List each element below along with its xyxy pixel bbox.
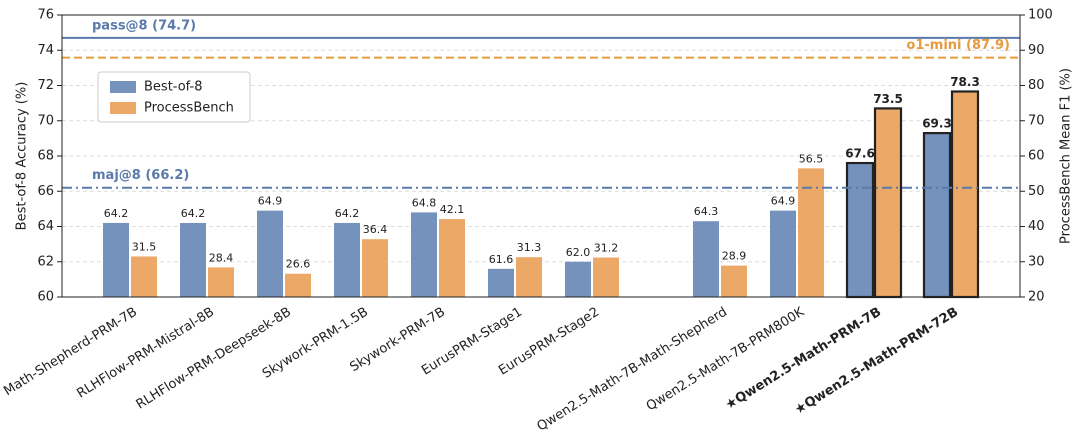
value-label: 62.0: [566, 246, 591, 259]
value-label: 64.9: [771, 195, 796, 208]
value-label: 64.3: [694, 205, 719, 218]
value-label: 31.3: [517, 241, 542, 254]
value-label: 28.4: [209, 251, 234, 264]
legend-swatch: [110, 102, 136, 114]
value-label: 69.3: [922, 117, 952, 131]
reference-label: maj@8 (66.2): [92, 168, 189, 183]
plot-frame: [61, 14, 1021, 298]
value-label: 28.9: [722, 250, 747, 263]
x-tick-label: RLHFlow-PRM-Mistral-8B: [74, 305, 217, 402]
value-label: 64.8: [412, 196, 437, 209]
value-label: 78.3: [950, 75, 980, 89]
y-tick-label: 72: [37, 78, 54, 93]
y2-axis-label: ProcessBench Mean F1 (%): [1059, 68, 1074, 244]
bar: [439, 219, 465, 297]
value-label: 31.5: [132, 240, 157, 253]
y2-tick-label: 30: [1028, 254, 1045, 269]
y-tick-label: 60: [37, 290, 54, 305]
y2-tick-label: 20: [1028, 290, 1045, 305]
value-label: 56.5: [799, 152, 824, 165]
bar: [873, 107, 903, 299]
bar: [845, 161, 875, 299]
y-tick-label: 76: [37, 8, 54, 23]
bar: [362, 239, 388, 297]
value-label: 67.6: [845, 147, 875, 161]
value-label: 42.1: [440, 203, 465, 216]
value-label: 64.2: [181, 207, 206, 220]
bar: [257, 210, 283, 297]
bar: [334, 222, 360, 297]
y2-tick-label: 80: [1028, 78, 1045, 93]
y2-tick-label: 40: [1028, 219, 1045, 234]
y2-tick-label: 50: [1028, 184, 1045, 199]
bar: [180, 222, 206, 297]
y-tick-label: 70: [37, 113, 54, 128]
value-label: 26.6: [286, 258, 311, 271]
bar: [950, 90, 980, 299]
legend-swatch: [110, 81, 136, 93]
bar: [488, 268, 514, 297]
y2-tick-label: 90: [1028, 43, 1045, 58]
reference-label: pass@8 (74.7): [92, 18, 196, 33]
bar: [798, 168, 824, 297]
x-tick-label: ★Qwen2.5-Math-PRM-7B: [723, 305, 884, 413]
y-tick-label: 64: [37, 219, 54, 234]
value-label: 64.2: [104, 207, 129, 220]
bar: [411, 212, 437, 297]
legend-label: Best-of-8: [144, 80, 203, 95]
value-label: 31.2: [594, 242, 619, 255]
value-label: 64.9: [258, 195, 283, 208]
legend-label: ProcessBench: [144, 101, 234, 116]
bar: [516, 257, 542, 297]
bar: [721, 265, 747, 297]
bar: [103, 222, 129, 297]
y-tick-label: 66: [37, 184, 54, 199]
bar: [208, 267, 234, 297]
y-tick-label: 62: [37, 254, 54, 269]
bar: [922, 131, 952, 299]
bar: [593, 257, 619, 297]
value-label: 61.6: [489, 253, 514, 266]
y-tick-label: 68: [37, 149, 54, 164]
y2-tick-label: 60: [1028, 149, 1045, 164]
bar: [285, 273, 311, 297]
value-label: 73.5: [873, 92, 903, 106]
bar: [770, 210, 796, 297]
y-tick-label: 74: [37, 43, 54, 58]
x-tick-label: Math-Shepherd-PRM-7B: [1, 305, 140, 399]
x-tick-label: RLHFlow-PRM-Deepseek-8B: [134, 305, 294, 413]
y-axis-label: Best-of-8 Accuracy (%): [15, 82, 30, 231]
bar: [693, 221, 719, 297]
bar: [131, 256, 157, 297]
reference-label: o1-mini (87.9): [906, 38, 1010, 53]
value-label: 64.2: [335, 207, 360, 220]
y2-tick-label: 70: [1028, 113, 1045, 128]
bar: [565, 261, 591, 297]
y2-tick-label: 100: [1028, 8, 1053, 23]
value-label: 36.4: [363, 223, 388, 236]
